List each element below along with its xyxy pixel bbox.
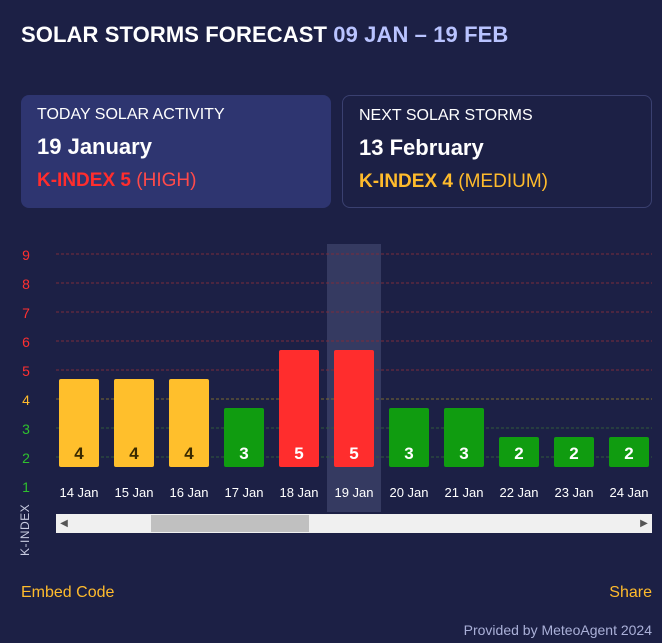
bar [554, 437, 594, 467]
y-tick-label: 7 [22, 305, 30, 321]
x-tick-label: 24 Jan [609, 485, 648, 500]
y-tick-label: 5 [22, 363, 30, 379]
next-k-index: K-INDEX 4 (MEDIUM) [359, 171, 635, 193]
x-tick-label: 20 Jan [389, 485, 428, 500]
k-index-bar-chart: 1 2 3 4 5 6 7 8 9 4 14 Jan 4 15 Jan 4 16 Jan 3 17 Jan 5 18… [22, 244, 652, 512]
embed-code-link[interactable]: Embed Code [21, 584, 115, 601]
bar [609, 437, 649, 467]
next-card-date: 13 February [359, 135, 484, 160]
next-card-heading: NEXT SOLAR STORMS [359, 107, 533, 124]
bar [224, 408, 264, 467]
bar [389, 408, 429, 467]
y-tick-label: 3 [22, 421, 30, 437]
bar [499, 437, 539, 467]
next-storms-card: NEXT SOLAR STORMS 13 February K-INDEX 4 … [342, 95, 652, 208]
x-tick-label: 18 Jan [279, 485, 318, 500]
y-axis-label: K-INDEX [18, 503, 32, 556]
bar-value-label: 5 [294, 444, 303, 463]
bar [169, 379, 209, 467]
x-tick-label: 19 Jan [334, 485, 373, 500]
today-k-index: K-INDEX 5 (HIGH) [37, 170, 315, 192]
bar-value-label: 4 [74, 444, 84, 463]
scroll-left-arrow-icon[interactable]: ◀ [60, 518, 68, 529]
y-tick-label: 4 [22, 392, 30, 408]
bar [114, 379, 154, 467]
today-card-heading: TODAY SOLAR ACTIVITY [37, 106, 225, 123]
bar-value-label: 2 [514, 444, 523, 463]
scroll-right-arrow-icon[interactable]: ▶ [640, 518, 648, 529]
bar-value-label: 2 [624, 444, 633, 463]
y-tick-label: 2 [22, 450, 30, 466]
bar-value-label: 2 [569, 444, 578, 463]
x-tick-label: 23 Jan [554, 485, 593, 500]
x-tick-label: 14 Jan [59, 485, 98, 500]
bar [334, 350, 374, 467]
next-k-label: K-INDEX [359, 171, 438, 192]
x-tick-label: 15 Jan [114, 485, 153, 500]
bar-value-label: 4 [184, 444, 194, 463]
today-activity-card: TODAY SOLAR ACTIVITY 19 January K-INDEX … [21, 95, 331, 208]
y-tick-label: 6 [22, 334, 30, 350]
x-tick-label: 16 Jan [169, 485, 208, 500]
share-link[interactable]: Share [609, 584, 652, 601]
y-tick-label: 9 [22, 247, 30, 263]
page-title: SOLAR STORMS FORECAST 09 JAN – 19 FEB [21, 22, 508, 48]
x-tick-label: 22 Jan [499, 485, 538, 500]
chart-horizontal-scrollbar[interactable]: ◀ ▶ [56, 514, 652, 533]
today-k-value: 5 [120, 170, 131, 191]
bar-value-label: 3 [404, 444, 413, 463]
y-tick-label: 8 [22, 276, 30, 292]
bar-value-label: 3 [459, 444, 468, 463]
bar [279, 350, 319, 467]
bar-value-label: 3 [239, 444, 248, 463]
x-tick-label: 21 Jan [444, 485, 483, 500]
next-k-level: (MEDIUM) [458, 171, 548, 192]
title-text: SOLAR STORMS FORECAST [21, 22, 328, 47]
today-card-date: 19 January [37, 134, 152, 159]
x-tick-label: 17 Jan [224, 485, 263, 500]
bar [59, 379, 99, 467]
scroll-thumb[interactable] [151, 515, 309, 532]
bar-value-label: 4 [129, 444, 139, 463]
provider-credit: Provided by MeteoAgent 2024 [463, 622, 652, 638]
y-tick-label: 1 [22, 479, 30, 495]
today-k-label: K-INDEX [37, 170, 116, 191]
bar-value-label: 5 [349, 444, 358, 463]
today-k-level: (HIGH) [136, 170, 197, 191]
next-k-value: 4 [442, 171, 453, 192]
bar [444, 408, 484, 467]
title-date-range: 09 JAN – 19 FEB [333, 22, 509, 47]
